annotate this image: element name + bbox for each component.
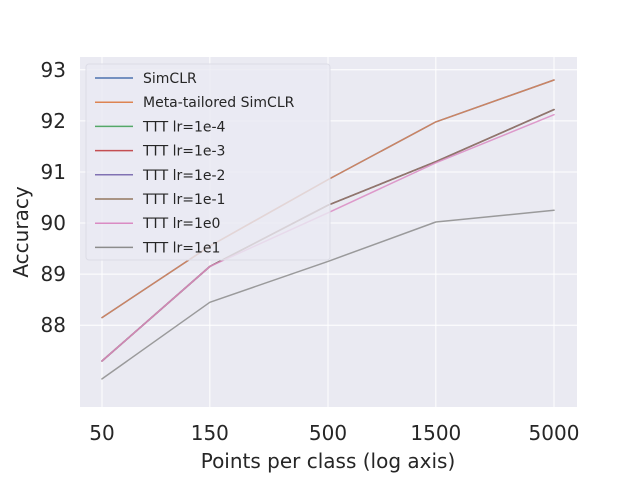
x-tick-labels: 50 150 500 1500 5000 <box>89 421 579 445</box>
x-tick-label: 1500 <box>410 421 461 445</box>
legend-label: SimCLR <box>143 71 197 87</box>
x-tick-label: 500 <box>309 421 347 445</box>
y-tick-labels: 88 89 90 91 92 93 <box>41 58 66 337</box>
y-tick-label: 90 <box>41 211 66 235</box>
legend: SimCLR Meta-tailored SimCLR TTT lr=1e-4 TTT… <box>85 63 331 261</box>
legend-label: TTT lr=1e-3 <box>142 144 225 160</box>
y-tick-label: 93 <box>41 58 66 82</box>
y-tick-label: 92 <box>41 109 66 133</box>
legend-label: Meta-tailored SimCLR <box>143 95 295 111</box>
x-tick-label: 150 <box>191 421 229 445</box>
y-tick-label: 91 <box>41 160 66 184</box>
x-tick-label: 50 <box>89 421 114 445</box>
y-tick-label: 88 <box>41 313 66 337</box>
y-axis-title: Accuracy <box>9 186 33 277</box>
legend-box <box>85 63 331 261</box>
x-tick-label: 5000 <box>529 421 580 445</box>
series-line <box>101 209 555 380</box>
legend-label: TTT lr=1e-4 <box>142 119 226 135</box>
legend-label: TTT lr=1e-2 <box>142 168 225 184</box>
x-axis-title: Points per class (log axis) <box>201 449 456 473</box>
y-tick-label: 89 <box>41 262 66 286</box>
legend-label: TTT lr=1e-1 <box>142 192 225 208</box>
legend-label: TTT lr=1e0 <box>142 216 220 232</box>
legend-label: TTT lr=1e1 <box>142 240 220 256</box>
